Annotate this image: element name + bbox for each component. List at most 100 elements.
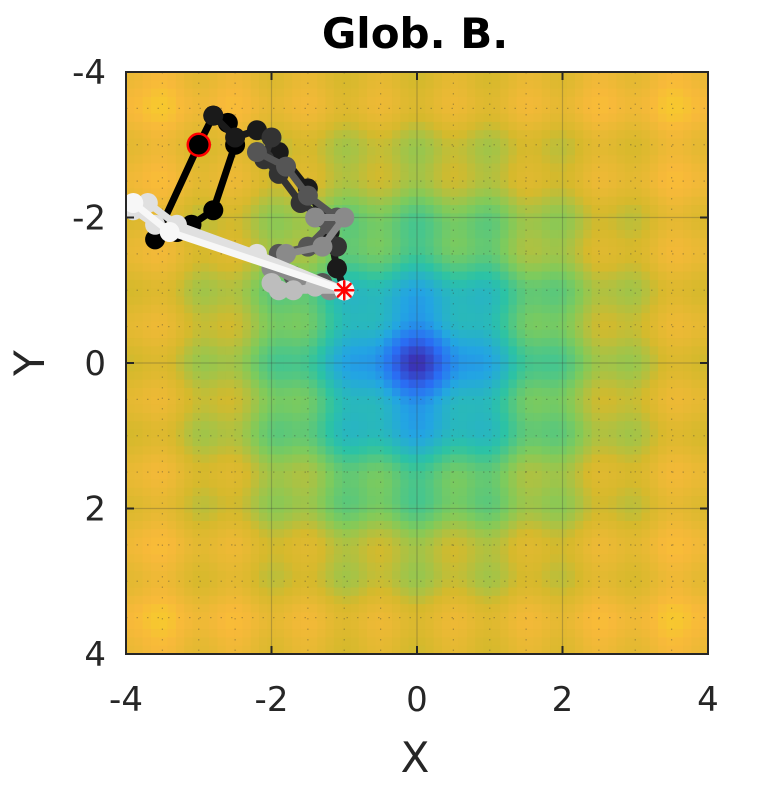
heatmap-cell: [242, 621, 251, 630]
heatmap-cell: [409, 355, 418, 364]
heatmap-cell: [608, 513, 617, 522]
heatmap-cell: [292, 579, 301, 588]
heatmap-cell: [184, 454, 193, 463]
heatmap-cell: [392, 637, 401, 646]
heatmap-cell: [484, 205, 493, 214]
heatmap-cell: [425, 288, 434, 297]
heatmap-cell: [375, 421, 384, 430]
heatmap-cell: [550, 413, 559, 422]
heatmap-cell: [193, 637, 202, 646]
heatmap-cell: [475, 421, 484, 430]
heatmap-cell: [567, 446, 576, 455]
heatmap-cell: [392, 313, 401, 322]
heatmap-cell: [450, 288, 459, 297]
heatmap-cell: [134, 604, 143, 613]
heatmap-cell: [608, 413, 617, 422]
heatmap-cell: [151, 413, 160, 422]
heatmap-cell: [450, 139, 459, 148]
heatmap-cell: [184, 546, 193, 555]
heatmap-cell: [251, 313, 260, 322]
heatmap-cell: [126, 163, 135, 172]
heatmap-cell: [292, 538, 301, 547]
heatmap-cell: [126, 288, 135, 297]
heatmap-cell: [592, 430, 601, 439]
heatmap-cell: [201, 363, 210, 372]
heatmap-cell: [342, 521, 351, 530]
heatmap-cell: [143, 571, 152, 580]
heatmap-cell: [184, 80, 193, 89]
heatmap-cell: [492, 97, 501, 106]
heatmap-cell: [442, 371, 451, 380]
heatmap-cell: [500, 114, 509, 123]
heatmap-cell: [143, 621, 152, 630]
heatmap-cell: [425, 471, 434, 480]
heatmap-cell: [691, 205, 700, 214]
heatmap-cell: [126, 405, 135, 414]
heatmap-cell: [226, 330, 235, 339]
heatmap-cell: [342, 563, 351, 572]
heatmap-cell: [600, 89, 609, 98]
heatmap-cell: [475, 637, 484, 646]
heatmap-cell: [400, 80, 409, 89]
heatmap-cell: [508, 163, 517, 172]
heatmap-cell: [417, 338, 426, 347]
heatmap-cell: [567, 405, 576, 414]
heatmap-cell: [500, 296, 509, 305]
heatmap-cell: [575, 596, 584, 605]
heatmap-cell: [675, 521, 684, 530]
heatmap-cell: [650, 197, 659, 206]
heatmap-cell: [625, 280, 634, 289]
heatmap-cell: [475, 579, 484, 588]
heatmap-cell: [592, 330, 601, 339]
heatmap-cell: [542, 513, 551, 522]
heatmap-cell: [168, 363, 177, 372]
heatmap-cell: [475, 446, 484, 455]
heatmap-cell: [450, 463, 459, 472]
heatmap-cell: [550, 488, 559, 497]
heatmap-cell: [384, 380, 393, 389]
heatmap-cell: [350, 587, 359, 596]
heatmap-cell: [126, 122, 135, 131]
heatmap-cell: [375, 629, 384, 638]
heatmap-cell: [242, 571, 251, 580]
heatmap-cell: [600, 363, 609, 372]
heatmap-cell: [209, 72, 218, 81]
heatmap-cell: [334, 180, 343, 189]
heatmap-cell: [143, 139, 152, 148]
heatmap-cell: [367, 272, 376, 281]
heatmap-cell: [126, 488, 135, 497]
heatmap-cell: [567, 97, 576, 106]
heatmap-cell: [492, 479, 501, 488]
heatmap-cell: [675, 421, 684, 430]
heatmap-cell: [567, 321, 576, 330]
heatmap-cell: [350, 579, 359, 588]
heatmap-cell: [350, 563, 359, 572]
heatmap-cell: [442, 521, 451, 530]
heatmap-cell: [251, 621, 260, 630]
heatmap-cell: [176, 355, 185, 364]
heatmap-cell: [658, 513, 667, 522]
heatmap-cell: [683, 463, 692, 472]
heatmap-cell: [467, 438, 476, 447]
heatmap-cell: [292, 388, 301, 397]
heatmap-cell: [309, 363, 318, 372]
heatmap-cell: [533, 463, 542, 472]
heatmap-cell: [409, 446, 418, 455]
heatmap-cell: [542, 272, 551, 281]
heatmap-cell: [542, 612, 551, 621]
heatmap-cell: [409, 529, 418, 538]
heatmap-cell: [168, 529, 177, 538]
heatmap-cell: [583, 479, 592, 488]
heatmap-cell: [226, 471, 235, 480]
heatmap-cell: [326, 163, 335, 172]
heatmap-cell: [492, 238, 501, 247]
heatmap-cell: [691, 172, 700, 181]
heatmap-cell: [409, 163, 418, 172]
heatmap-cell: [533, 488, 542, 497]
heatmap-cell: [176, 247, 185, 256]
heatmap-cell: [434, 122, 443, 131]
heatmap-cell: [434, 629, 443, 638]
heatmap-cell: [384, 230, 393, 239]
heatmap-cell: [691, 188, 700, 197]
heatmap-cell: [342, 629, 351, 638]
